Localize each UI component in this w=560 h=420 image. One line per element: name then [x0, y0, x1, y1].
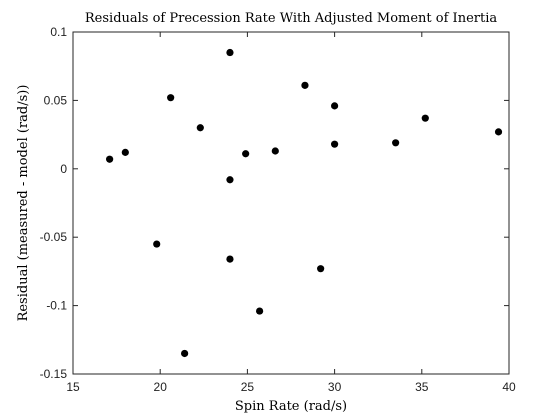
- data-point: [494, 128, 503, 136]
- y-tick-label: 0.1: [50, 25, 67, 39]
- y-tick-label: -0.15: [40, 367, 68, 381]
- plot-area: [72, 31, 510, 375]
- data-point: [331, 140, 339, 148]
- data-point: [181, 349, 189, 358]
- data-point: [226, 48, 234, 57]
- y-axis-label: Residual (measured - model (rad/s)): [16, 85, 31, 322]
- y-tick-label: -0.1: [46, 299, 67, 313]
- data-point: [392, 139, 400, 147]
- data-point: [271, 147, 279, 155]
- x-tick-label: 35: [415, 380, 429, 394]
- data-points: [106, 48, 503, 358]
- chart-title: Residuals of Precession Rate With Adjust…: [85, 11, 497, 26]
- data-point: [226, 255, 234, 263]
- y-tick-label: 0.05: [44, 93, 68, 107]
- y-tick-label: -0.05: [40, 230, 68, 244]
- data-point: [196, 124, 204, 132]
- x-tick-label: 30: [328, 380, 342, 394]
- data-point: [421, 114, 429, 122]
- x-tick-label: 20: [154, 380, 168, 394]
- data-point: [106, 155, 114, 163]
- data-point: [242, 150, 250, 158]
- data-point: [256, 307, 264, 315]
- y-tick-label: 0: [60, 162, 67, 176]
- x-tick-label: 15: [66, 380, 80, 394]
- data-point: [317, 265, 325, 273]
- data-point: [167, 94, 175, 102]
- data-point: [121, 148, 129, 156]
- data-point: [331, 102, 339, 110]
- data-point: [301, 81, 309, 89]
- x-tick-label: 25: [241, 380, 255, 394]
- axis-ticks: 15 20 25 30 35 40 -0.15 -0.1 -0.05 0 0.05 0.1: [40, 25, 516, 394]
- data-point: [153, 240, 161, 248]
- x-tick-label: 40: [502, 380, 516, 394]
- x-axis-label: Spin Rate (rad/s): [235, 399, 347, 414]
- data-point: [226, 176, 234, 184]
